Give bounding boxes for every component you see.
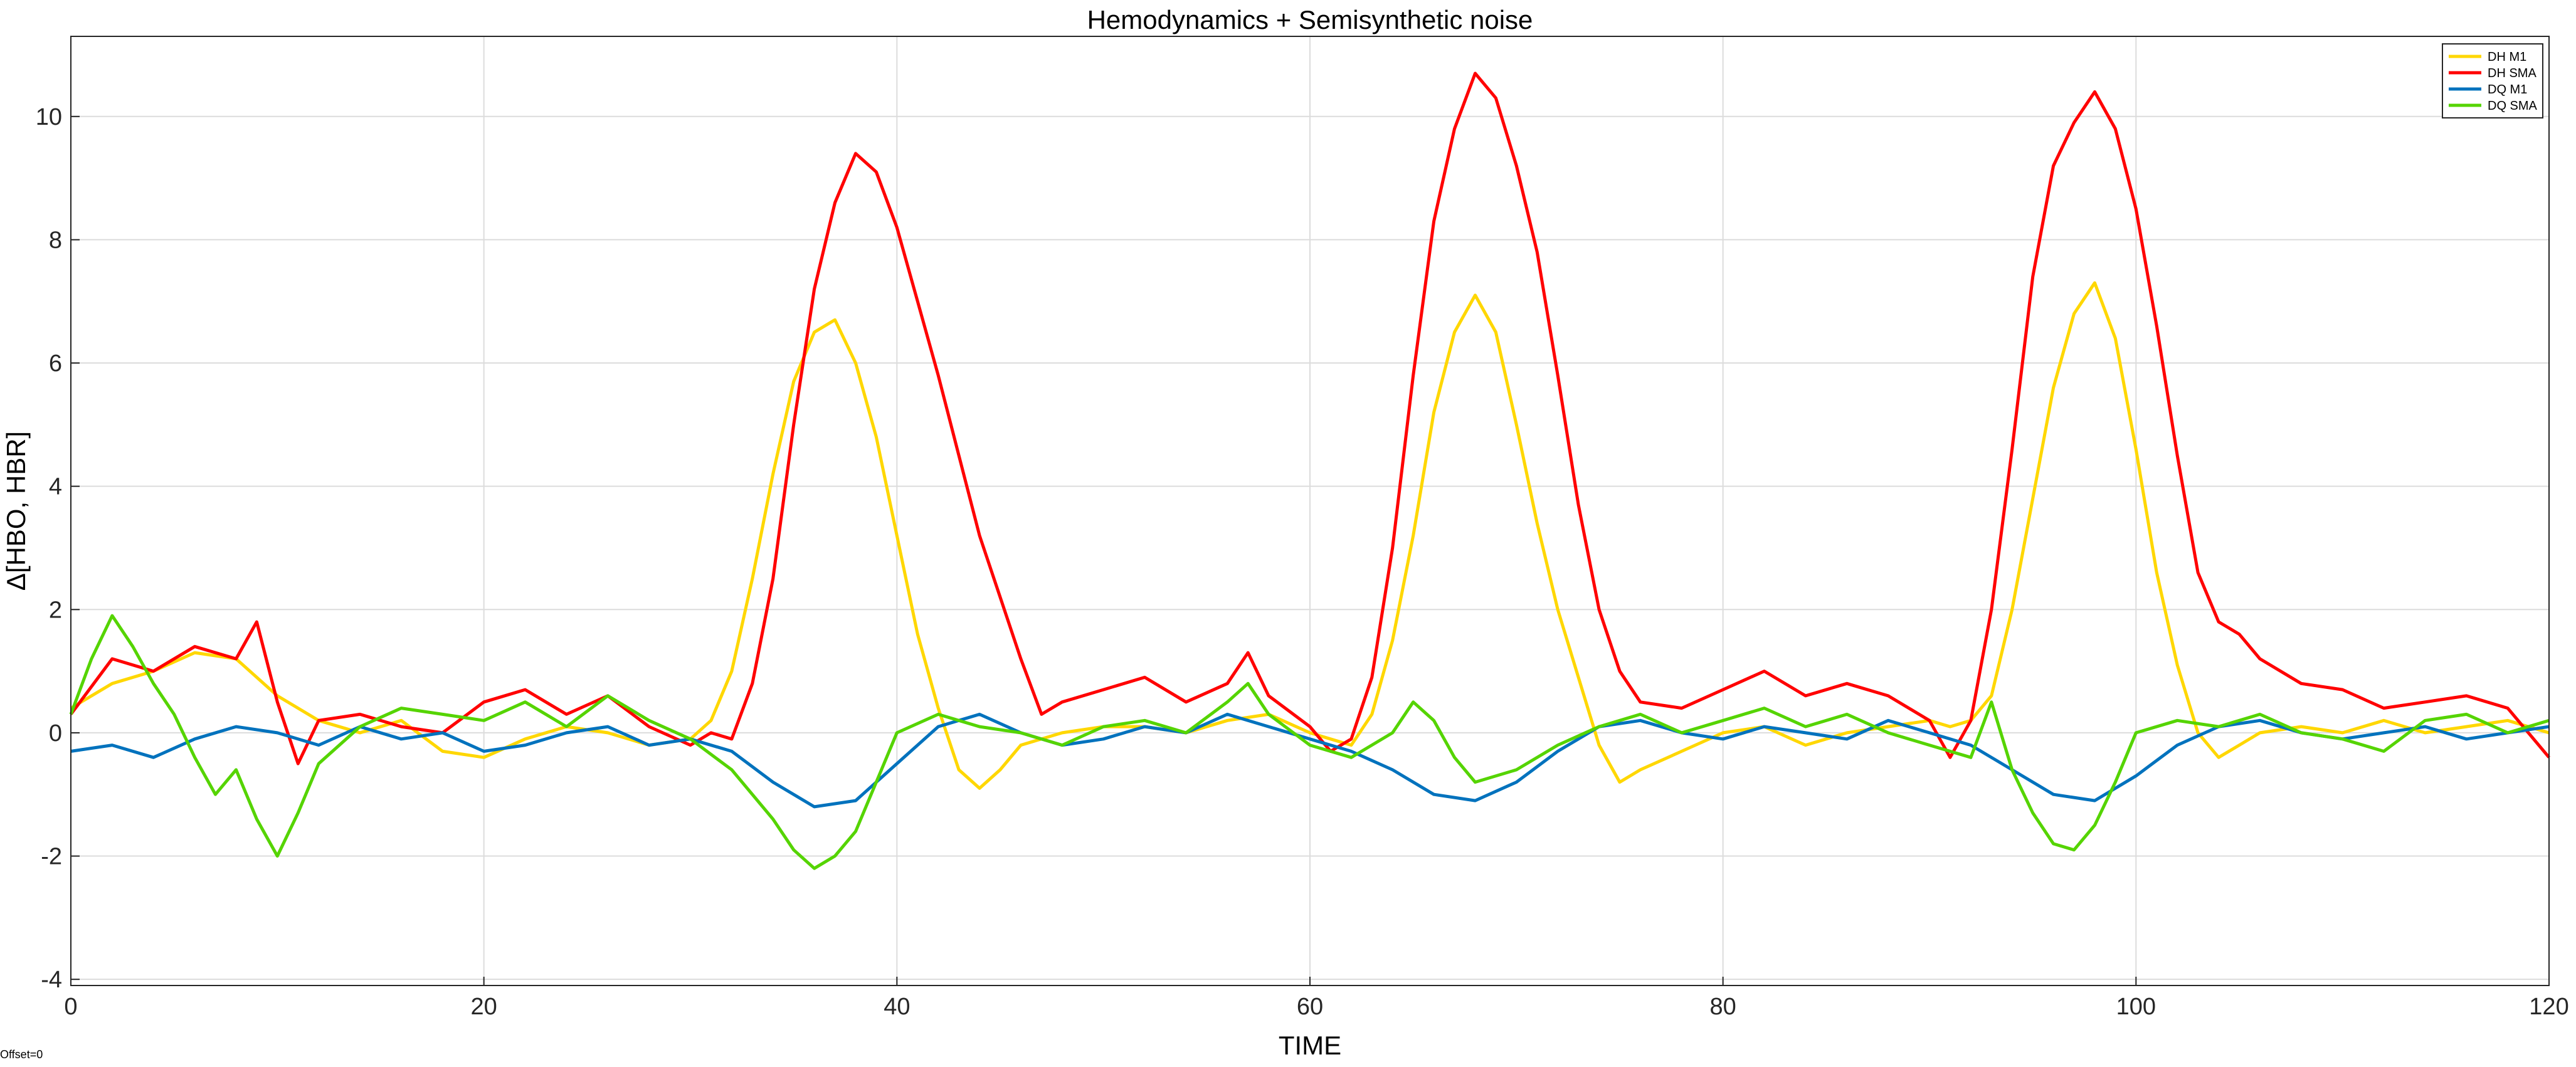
series-line-dq-sma [69,614,2550,870]
y-tick-label: 2 [49,597,62,623]
series-lines [69,71,2550,870]
legend-label: DQ SMA [2488,99,2538,113]
legend-label: DH M1 [2488,50,2526,64]
x-tick-label: 40 [884,994,910,1020]
x-tick-label: 100 [2116,994,2156,1020]
series-line-dq-m1 [70,712,2550,809]
legend[interactable]: DH M1 DH SMA DQ M1 DQ SMA [2442,43,2543,118]
x-axis-label: TIME [1279,1031,1341,1060]
series-line-dh-sma [69,71,2550,765]
chart-title: Hemodynamics + Semisynthetic noise [1087,5,1533,34]
x-tick-label: 20 [471,994,497,1020]
y-tick-label: 10 [36,104,62,130]
y-tick-label: 0 [49,720,62,747]
legend-label: DH SMA [2488,66,2536,80]
offset-label: Offset=0 [0,1048,43,1061]
y-tick-label: -4 [41,967,62,993]
y-tick-label: 4 [49,474,62,500]
legend-label: DQ M1 [2488,83,2527,97]
x-tick-label: 120 [2529,994,2568,1020]
x-tick-label: 60 [1297,994,1323,1020]
x-tick-label: 80 [1710,994,1736,1020]
x-tick-label: 0 [64,994,77,1020]
axis-ticks: 0 20 40 60 80 100 120 -4 -2 0 2 4 6 8 10 [36,104,2569,1020]
y-tick-label: -2 [41,844,62,870]
y-tick-label: 6 [49,350,62,377]
y-tick-label: 8 [49,227,62,253]
y-axis-label: Δ[HBO, HBR] [1,431,31,591]
